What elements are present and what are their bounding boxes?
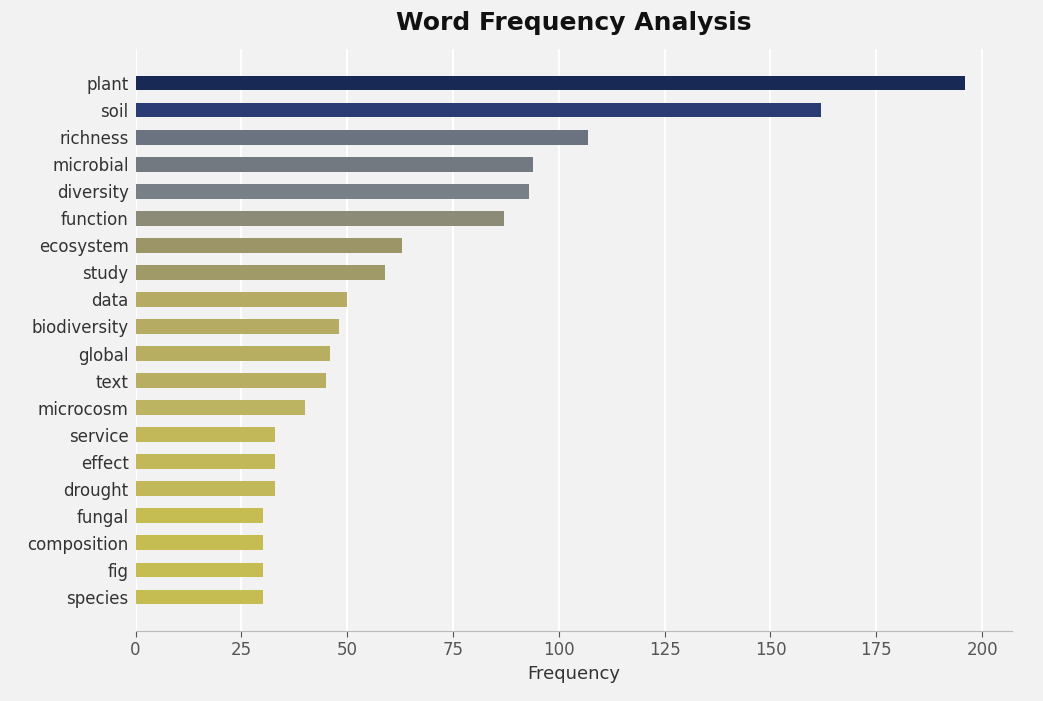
Bar: [136, 346, 331, 361]
Bar: [136, 373, 326, 388]
Bar: [136, 482, 275, 496]
Bar: [136, 184, 529, 198]
X-axis label: Frequency: Frequency: [527, 665, 621, 683]
Bar: [136, 454, 275, 469]
Bar: [136, 292, 347, 307]
Bar: [136, 508, 263, 523]
Bar: [136, 76, 965, 90]
Bar: [136, 536, 263, 550]
Bar: [136, 265, 385, 280]
Bar: [136, 562, 263, 578]
Bar: [136, 238, 403, 253]
Title: Word Frequency Analysis: Word Frequency Analysis: [396, 11, 751, 34]
Bar: [136, 102, 821, 118]
Bar: [136, 157, 533, 172]
Bar: [136, 427, 275, 442]
Bar: [136, 319, 339, 334]
Bar: [136, 590, 263, 604]
Bar: [136, 400, 305, 415]
Bar: [136, 130, 588, 144]
Bar: [136, 211, 504, 226]
